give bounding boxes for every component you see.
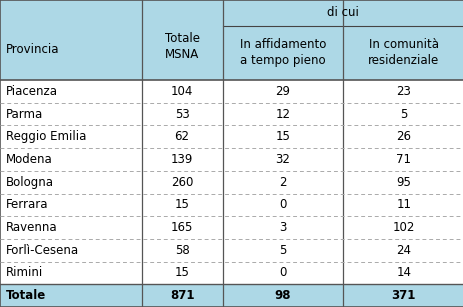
Text: Piacenza: Piacenza	[6, 85, 57, 98]
Text: Modena: Modena	[6, 153, 52, 166]
Bar	[0, 216, 463, 239]
Text: Totale: Totale	[6, 289, 46, 302]
Text: 871: 871	[169, 289, 194, 302]
Bar	[0, 284, 463, 307]
Text: 0: 0	[279, 198, 286, 211]
Text: 260: 260	[170, 176, 193, 188]
Text: 53: 53	[175, 107, 189, 121]
Text: 24: 24	[395, 244, 410, 257]
Text: Bologna: Bologna	[6, 176, 53, 188]
Text: In comunità
residenziale: In comunità residenziale	[367, 37, 438, 67]
Text: 58: 58	[175, 244, 189, 257]
Text: 32: 32	[275, 153, 290, 166]
Text: 29: 29	[275, 85, 290, 98]
Text: Totale
MSNA: Totale MSNA	[164, 32, 199, 61]
Text: 2: 2	[279, 176, 286, 188]
Text: 95: 95	[395, 176, 410, 188]
Text: Ferrara: Ferrara	[6, 198, 48, 211]
Text: Parma: Parma	[6, 107, 43, 121]
Text: 98: 98	[274, 289, 291, 302]
Text: Reggio Emilia: Reggio Emilia	[6, 130, 86, 143]
Text: In affidamento
a tempo pieno: In affidamento a tempo pieno	[239, 37, 325, 67]
Text: 5: 5	[279, 244, 286, 257]
Text: 0: 0	[279, 266, 286, 279]
Text: 71: 71	[395, 153, 410, 166]
Text: 14: 14	[395, 266, 410, 279]
Text: Forlì-Cesena: Forlì-Cesena	[6, 244, 79, 257]
Text: Ravenna: Ravenna	[6, 221, 57, 234]
Text: Provincia: Provincia	[6, 43, 59, 56]
Text: Rimini: Rimini	[6, 266, 43, 279]
Bar	[0, 171, 463, 193]
Text: 102: 102	[392, 221, 414, 234]
Text: 11: 11	[395, 198, 410, 211]
Text: 12: 12	[275, 107, 290, 121]
Bar	[0, 80, 463, 103]
Text: 15: 15	[174, 198, 189, 211]
Text: 15: 15	[275, 130, 290, 143]
Text: 165: 165	[170, 221, 193, 234]
Bar	[0, 125, 463, 148]
Text: 62: 62	[174, 130, 189, 143]
Text: 104: 104	[170, 85, 193, 98]
Bar	[0, 103, 463, 125]
Text: 26: 26	[395, 130, 410, 143]
Text: 23: 23	[395, 85, 410, 98]
Text: 15: 15	[174, 266, 189, 279]
Text: 371: 371	[391, 289, 415, 302]
Text: 139: 139	[170, 153, 193, 166]
Bar	[0, 262, 463, 284]
Text: di cui: di cui	[327, 6, 358, 20]
Text: 3: 3	[279, 221, 286, 234]
Text: 5: 5	[399, 107, 407, 121]
Bar	[0, 193, 463, 216]
Bar	[0, 148, 463, 171]
Bar	[0, 0, 463, 80]
Bar	[0, 239, 463, 262]
